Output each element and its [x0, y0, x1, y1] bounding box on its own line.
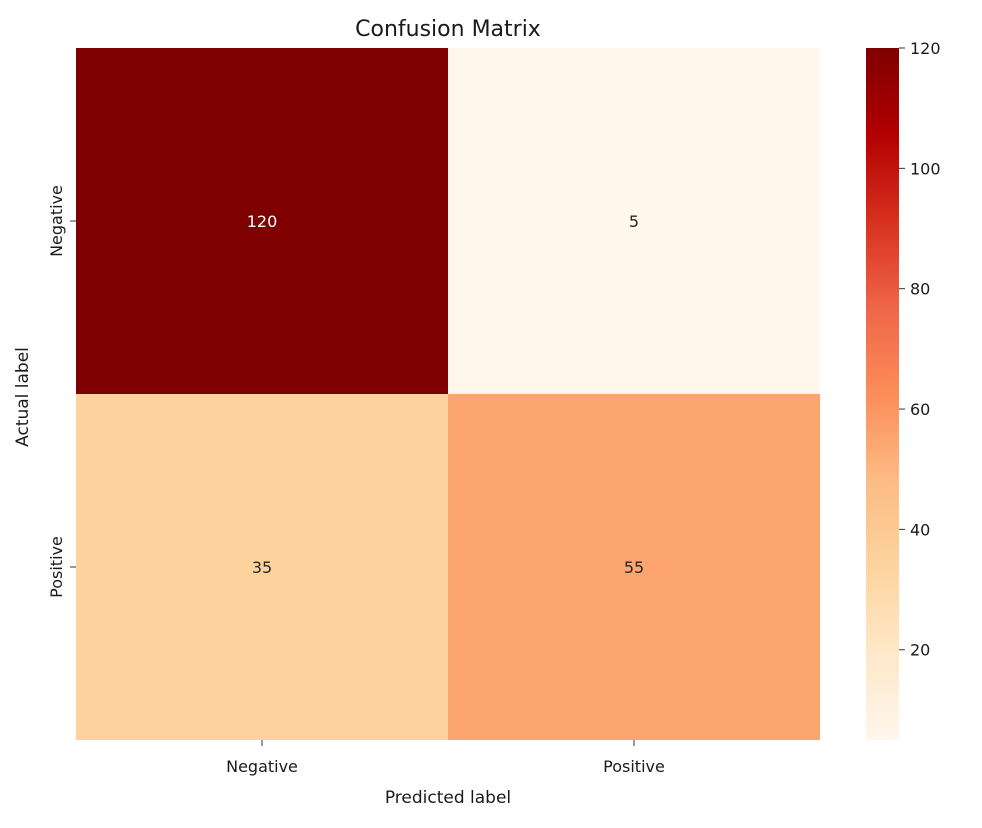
heatmap-cell-labels: 120 5 35 55	[247, 212, 644, 577]
cell-label-r1-c1: 55	[624, 558, 644, 577]
colorbar-tick-label-5: 120	[910, 39, 941, 58]
colorbar-tick-label-4: 100	[910, 159, 941, 178]
heatmap-cell-r0-c0	[76, 48, 448, 394]
colorbar-tick-label-2: 60	[910, 400, 930, 419]
cell-label-r0-c1: 5	[629, 212, 639, 231]
heatmap-cell-r1-c1	[448, 394, 820, 740]
x-tick-label-1: Positive	[603, 757, 665, 776]
chart-title: Confusion Matrix	[355, 17, 541, 42]
heatmap-cell-r1-c0	[76, 394, 448, 740]
heatmap-cell-r0-c1	[448, 48, 820, 394]
colorbar	[866, 48, 899, 740]
x-axis-label: Predicted label	[385, 788, 511, 808]
x-tick-label-0: Negative	[226, 757, 298, 776]
colorbar-ticks: 20 40 60 80 100 120	[899, 39, 941, 660]
x-axis-ticks: Negative Positive	[226, 740, 665, 776]
y-axis-label: Actual label	[13, 347, 33, 447]
y-axis-ticks: Negative Positive	[47, 185, 76, 598]
colorbar-tick-label-1: 40	[910, 520, 930, 539]
y-tick-label-1: Positive	[47, 536, 66, 598]
y-tick-label-0: Negative	[47, 185, 66, 257]
colorbar-tick-label-3: 80	[910, 280, 930, 299]
cell-label-r0-c0: 120	[247, 212, 278, 231]
colorbar-tick-label-0: 20	[910, 641, 930, 660]
heatmap-cells	[76, 48, 820, 740]
cell-label-r1-c0: 35	[252, 558, 272, 577]
